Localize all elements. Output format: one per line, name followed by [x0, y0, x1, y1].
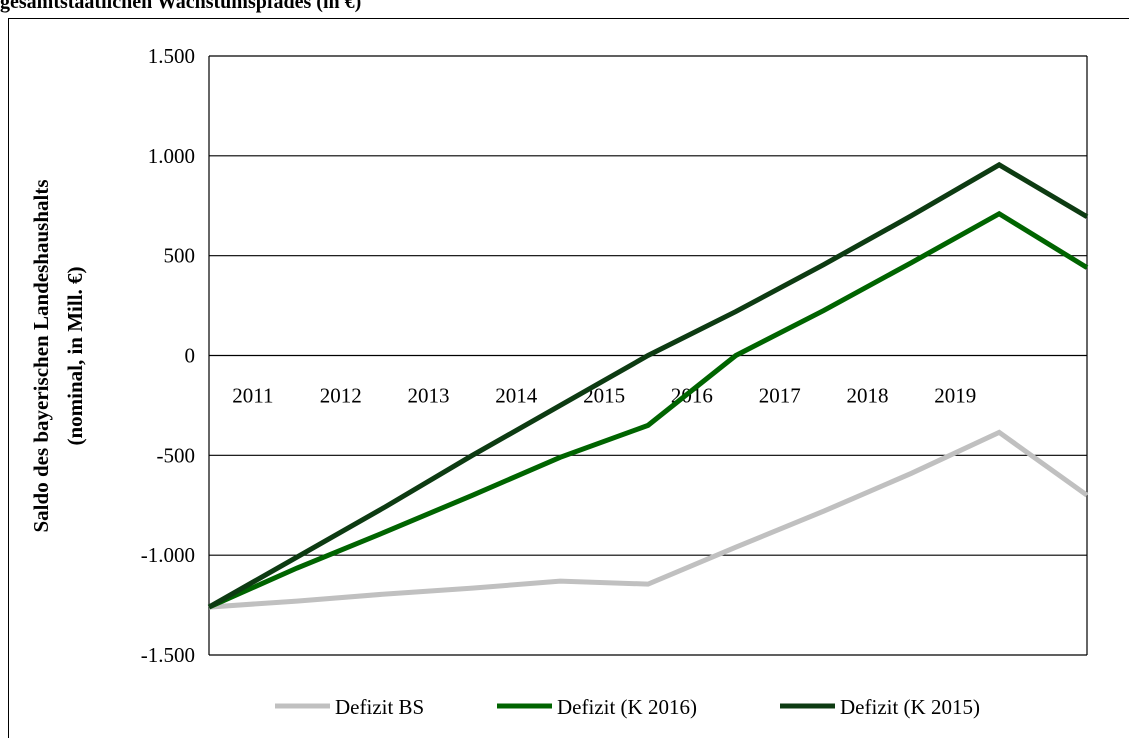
- legend-label-2: Defizit (K 2015): [840, 695, 980, 719]
- y-axis-label: Saldo des bayerischen Landeshaushalts (n…: [29, 179, 87, 532]
- grid-lines: [209, 55, 1087, 656]
- x-tick-labels: 2011 2012 2013 2014 2015 2016 2017 2018 2019: [232, 384, 976, 408]
- y-axis-label-line-1: Saldo des bayerischen Landeshaushalts: [29, 179, 53, 532]
- chart-frame: [8, 18, 1129, 738]
- legend: Defizit BS Defizit (K 2016) Defizit (K 201…: [275, 695, 980, 719]
- x-tick-label-2017: 2017: [759, 384, 801, 408]
- legend-label-1: Defizit (K 2016): [557, 695, 697, 719]
- axes: [208, 56, 1088, 655]
- x-tick-label-2013: 2013: [408, 384, 450, 408]
- x-tick-label-2018: 2018: [847, 384, 889, 408]
- chart-title: gesamtstaatlichen Wachstumspfades (in €): [0, 0, 362, 13]
- y-tick-label-6: -1.500: [141, 643, 195, 667]
- series-line-0: [208, 429, 1089, 610]
- y-tick-labels: 1.500 1.000 500 0 -500 -1.000 -1.500: [141, 44, 195, 667]
- series-line-2: [207, 161, 1089, 610]
- y-tick-label-5: -1.000: [141, 543, 195, 567]
- y-tick-label-2: 500: [164, 244, 196, 268]
- y-tick-label-4: -500: [157, 443, 196, 467]
- y-axis-label-line-2: (nominal, in Mill. €): [63, 266, 87, 445]
- y-tick-label-3: 0: [185, 344, 196, 368]
- x-tick-label-2014: 2014: [495, 384, 538, 408]
- x-tick-label-2019: 2019: [934, 384, 976, 408]
- x-tick-label-2012: 2012: [320, 384, 362, 408]
- y-tick-label-1: 1.000: [148, 144, 195, 168]
- series-line-1: [207, 210, 1089, 610]
- y-tick-label-0: 1.500: [148, 44, 195, 68]
- x-tick-label-2011: 2011: [232, 384, 273, 408]
- series-lines: [207, 161, 1089, 610]
- legend-label-0: Defizit BS: [335, 695, 424, 719]
